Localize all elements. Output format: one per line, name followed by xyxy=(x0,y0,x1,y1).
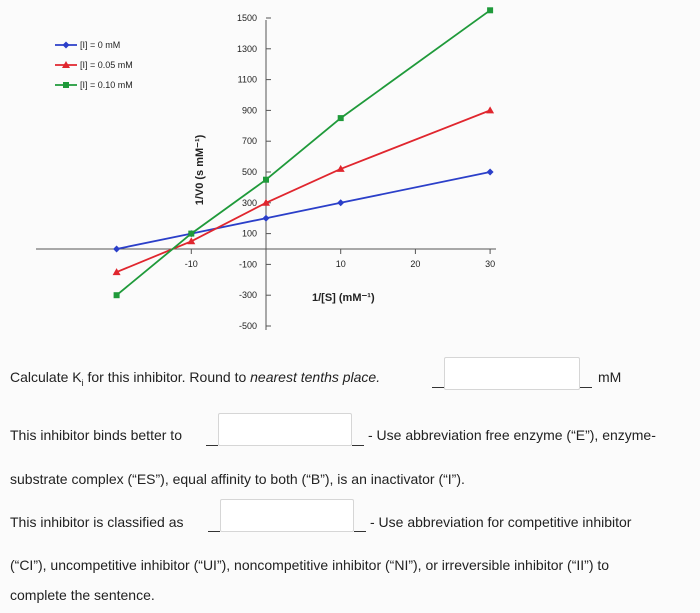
y-tick-label: 500 xyxy=(242,167,257,177)
y-tick-label: 100 xyxy=(242,229,257,239)
y-tick-label: 1300 xyxy=(237,44,257,54)
y-tick-label: -100 xyxy=(239,259,257,269)
ki-question-text-2: for this inhibitor. Round to xyxy=(83,369,251,385)
y-tick-label: -300 xyxy=(239,290,257,300)
binding-question-line2: substrate complex (“ES”), equal affinity… xyxy=(10,471,465,487)
ki-question-text: Calculate K xyxy=(10,369,82,385)
data-point xyxy=(113,245,121,253)
classification-question-prefix: This inhibitor is classified as xyxy=(10,514,184,530)
x-tick-label: -10 xyxy=(185,259,198,269)
data-point xyxy=(262,198,270,206)
x-tick-label: 20 xyxy=(410,259,420,269)
binding-blank-right xyxy=(352,444,364,446)
series-lines xyxy=(116,9,491,296)
binding-blank-left xyxy=(206,444,218,446)
y-tick-label: 700 xyxy=(242,136,257,146)
ki-question-italic: nearest tenths place. xyxy=(250,369,381,385)
binding-question-prefix: This inhibitor binds better to xyxy=(10,427,182,443)
y-tick-label: 300 xyxy=(242,198,257,208)
y-tick-label: 900 xyxy=(242,105,257,115)
x-tick-label: 10 xyxy=(336,259,346,269)
data-point xyxy=(337,199,345,207)
data-point xyxy=(487,7,494,14)
lineweaver-burk-chart: -10 10 20 30 1500 1300 1100 900 700 500 300 100 -100… xyxy=(36,7,496,331)
x-tick-label: 30 xyxy=(485,259,495,269)
x-axis-label: 1/[S] (mM⁻¹) xyxy=(312,292,375,304)
data-point xyxy=(262,214,270,222)
data-point xyxy=(486,168,494,176)
ki-blank-right xyxy=(580,386,592,388)
chart-axes: -10 10 20 30 1500 1300 1100 900 700 500 300 100 -100… xyxy=(36,13,496,331)
data-point xyxy=(188,230,195,237)
y-tick-label: 1500 xyxy=(237,13,257,23)
chart-legend: [I] = 0 mM [I] = 0.05 mM [I] = 0.10 mM xyxy=(55,40,133,90)
binding-question-hint: - Use abbreviation free enzyme (“E”), en… xyxy=(368,427,656,443)
series-line-2 xyxy=(116,9,491,296)
data-point xyxy=(263,176,269,183)
series-line-0 xyxy=(116,171,491,250)
y-tick-label: 1100 xyxy=(238,75,257,85)
data-point xyxy=(112,268,121,276)
classification-question-line2: (“CI”), uncompetitive inhibitor (“UI”), … xyxy=(10,557,610,573)
classification-input[interactable] xyxy=(220,499,354,532)
data-point xyxy=(337,115,344,122)
ki-unit: mM xyxy=(598,369,622,385)
y-axis-label: 1/V0 (s mM⁻¹) xyxy=(194,134,206,205)
legend-label: [I] = 0 mM xyxy=(80,40,120,50)
ki-question: Calculate Ki for this inhibitor. Round t… xyxy=(10,368,380,392)
data-point xyxy=(187,237,196,245)
data-point xyxy=(336,164,345,172)
legend-label: [I] = 0.05 mM xyxy=(80,60,133,70)
classification-question-hint: - Use abbreviation for competitive inhib… xyxy=(370,514,632,530)
legend-marker xyxy=(63,82,69,88)
data-point xyxy=(486,106,495,114)
data-point xyxy=(113,292,120,299)
y-tick-label: -500 xyxy=(239,321,257,331)
classification-question-line3: complete the sentence. xyxy=(10,587,155,603)
ki-blank-left xyxy=(432,386,444,388)
ki-answer-input[interactable] xyxy=(444,357,580,390)
binds-better-input[interactable] xyxy=(218,413,352,446)
series-markers xyxy=(112,7,495,299)
classification-blank-left xyxy=(208,530,220,532)
legend-marker xyxy=(62,61,70,68)
legend-marker xyxy=(62,41,70,49)
legend-label: [I] = 0.10 mM xyxy=(80,80,133,90)
ki-subscript: i xyxy=(81,377,84,388)
classification-blank-right xyxy=(354,530,366,532)
